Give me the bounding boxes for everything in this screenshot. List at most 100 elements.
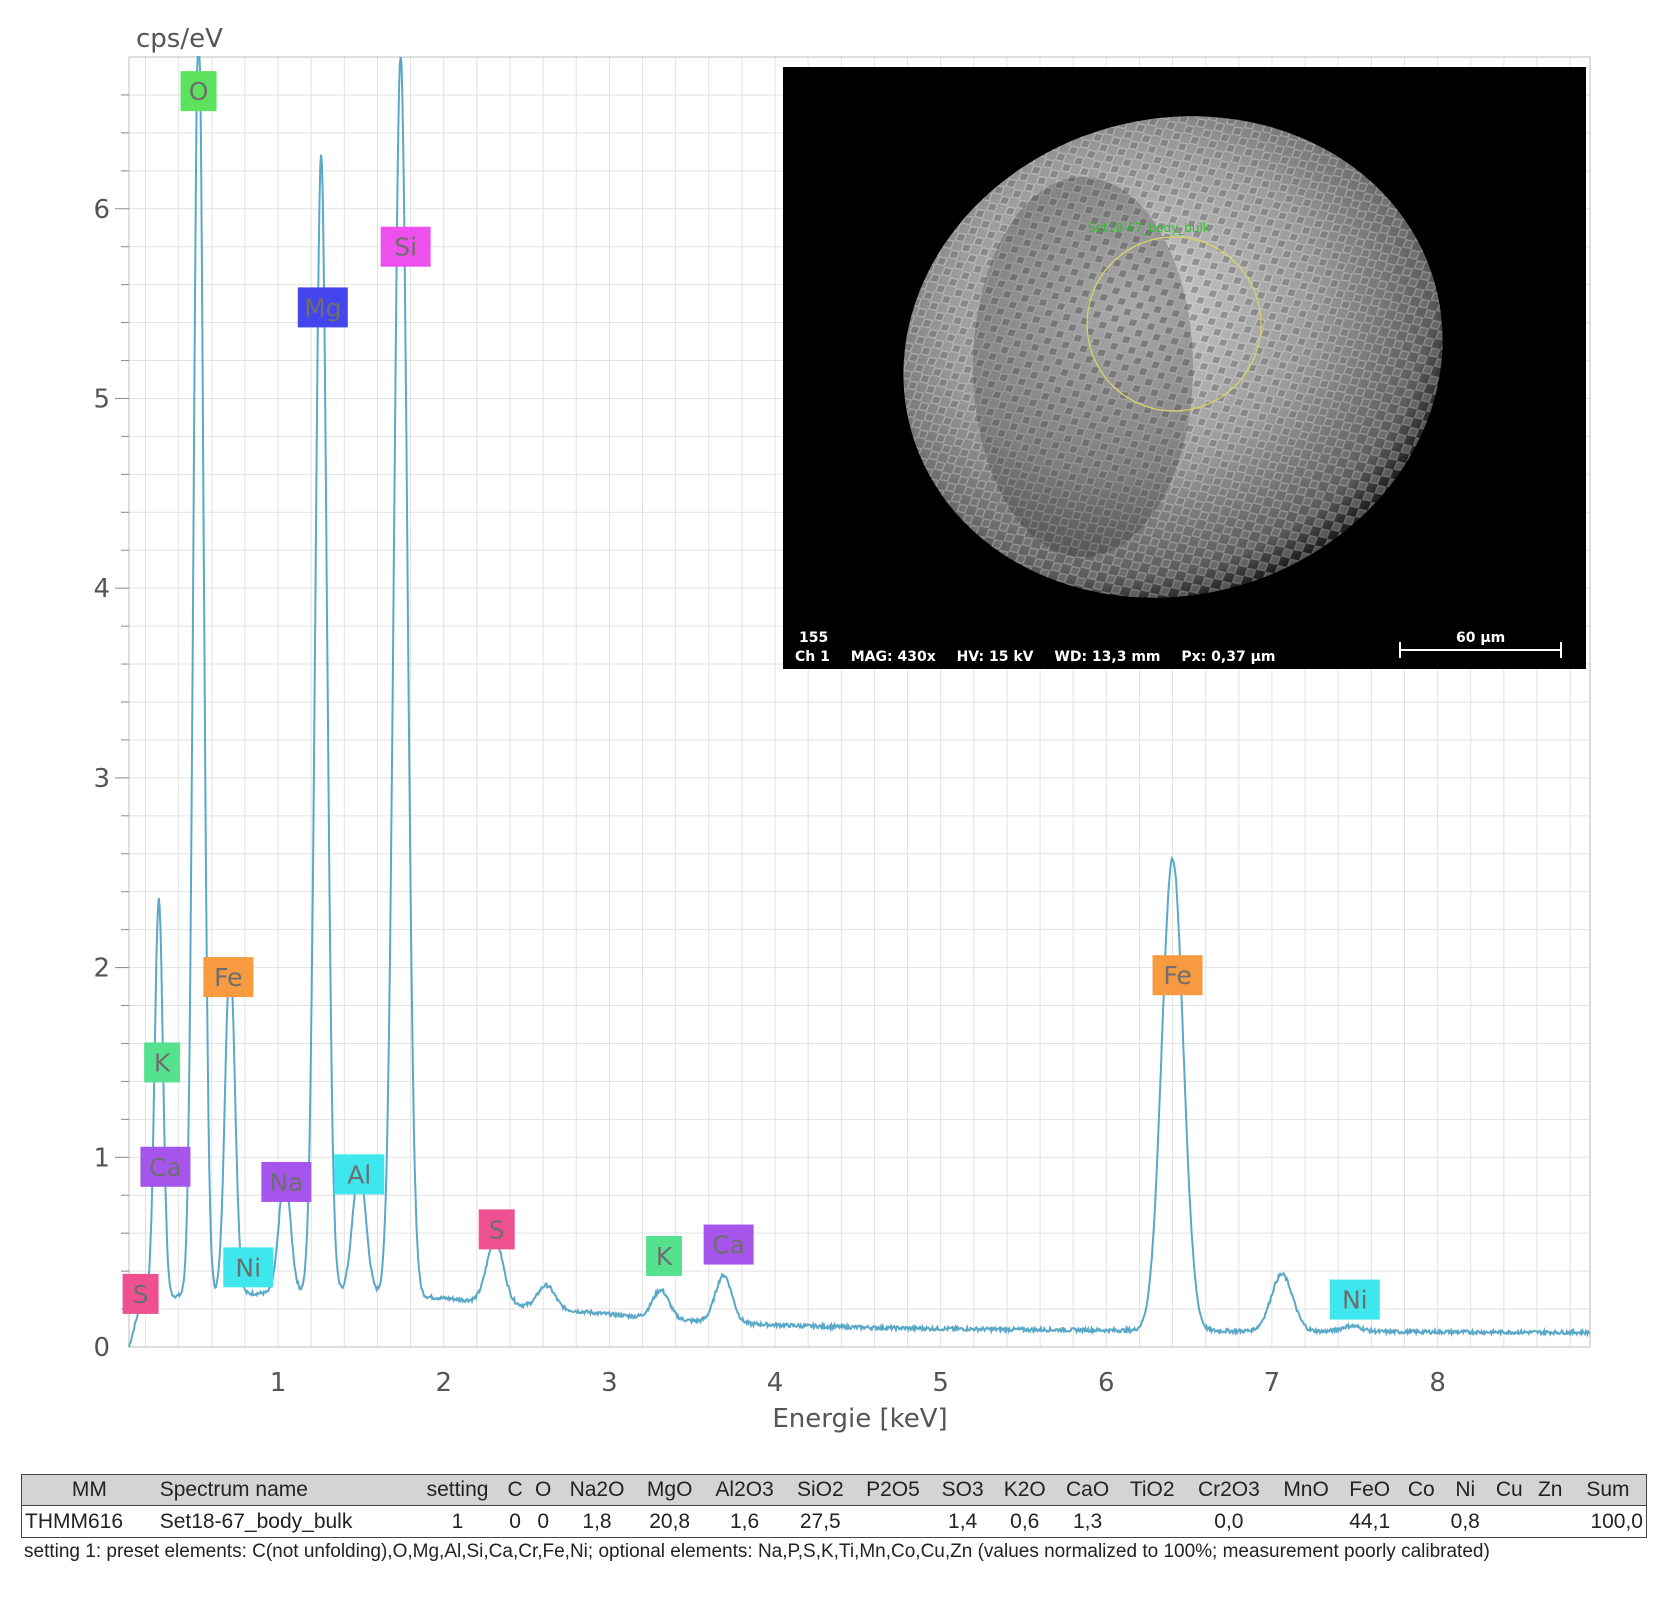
y-tick-label: 1 (93, 1143, 110, 1173)
table-header-cell: Cu (1488, 1474, 1531, 1506)
element-label-fe: Fe (1152, 955, 1203, 996)
table-cell: 1,3 (1055, 1505, 1120, 1538)
y-tick-label: 6 (93, 195, 110, 225)
table-cell: 0,6 (993, 1505, 1056, 1538)
sem-inset-image: Set18-67_body_bulk 155 Ch 1 MAG: 430x HV… (783, 67, 1586, 669)
measurement-region-circle (1086, 236, 1262, 412)
table-header-row: MM Spectrum name setting C O Na2O MgO Al2O3 SiO2… (21, 1474, 1647, 1506)
table-header-cell: P2O5 (854, 1474, 932, 1506)
element-label-box (297, 287, 348, 328)
table-cell: Set18-67_body_bulk (156, 1505, 414, 1538)
table-cell: 0,8 (1442, 1505, 1488, 1538)
element-label-text: Ni (235, 1253, 261, 1282)
element-label-box (223, 1247, 274, 1288)
element-label-si: Si (380, 226, 431, 267)
sem-mag: MAG: 430x (850, 649, 936, 665)
element-label-ni: Ni (1329, 1279, 1380, 1320)
element-label-text: S (489, 1215, 505, 1244)
element-label-text: Ca (149, 1153, 182, 1182)
element-label-box (1152, 955, 1203, 996)
table-header-cell: MgO (636, 1474, 703, 1506)
table-cell: 20,8 (636, 1505, 703, 1538)
sem-micrograph: Set18-67_body_bulk (845, 67, 1562, 661)
x-tick-label: 2 (435, 1368, 452, 1398)
table-header-cell: Ni (1442, 1474, 1488, 1506)
table-header-cell: TiO2 (1119, 1474, 1186, 1506)
x-axis-title: Energie [keV] (772, 1404, 947, 1434)
table-cell: 0 (501, 1505, 529, 1538)
element-label-box (144, 1042, 181, 1083)
table-row: THMM616 Set18-67_body_bulk 1 0 0 1,8 20,8 1,6 27… (21, 1505, 1647, 1538)
element-label-text: Fe (214, 963, 242, 992)
element-label-al: Al (334, 1154, 385, 1195)
table-cell: 44,1 (1339, 1505, 1400, 1538)
table-header-cell: CaO (1055, 1474, 1120, 1506)
element-label-text: Mg (304, 293, 341, 322)
element-label-text: Na (269, 1168, 303, 1197)
table-cell: 100,0 (1569, 1505, 1647, 1538)
table-footnote: setting 1: preset elements: C(not unfold… (24, 1541, 1490, 1562)
table-header-cell: Spectrum name (156, 1474, 414, 1506)
element-label-box (203, 957, 254, 998)
element-label-k: K (646, 1235, 683, 1276)
table-header-cell: Co (1400, 1474, 1443, 1506)
composition-table: MM Spectrum name setting C O Na2O MgO Al2O3 SiO2… (21, 1474, 1647, 1538)
element-label-box (703, 1224, 754, 1265)
table-header-cell: MM (21, 1474, 157, 1506)
table-header-cell: Zn (1530, 1474, 1570, 1506)
element-label-k: K (144, 1042, 181, 1083)
table-header-cell: Al2O3 (702, 1474, 787, 1506)
x-tick-labels: 1 2 3 4 5 6 7 8 (270, 1368, 1446, 1398)
x-tick-label: 3 (601, 1368, 618, 1398)
x-tick-label: 4 (767, 1368, 784, 1398)
table-header-cell: O (528, 1474, 558, 1506)
x-tick-label: 1 (270, 1368, 287, 1398)
y-tick-label: 5 (93, 384, 110, 414)
y-tick-label: 2 (93, 954, 110, 984)
table-header-cell: SO3 (931, 1474, 994, 1506)
measurement-region-label: Set18-67_body_bulk (1088, 221, 1210, 235)
table-header-cell: K2O (993, 1474, 1056, 1506)
element-label-mg: Mg (297, 287, 348, 328)
element-label-text: Ni (1342, 1286, 1368, 1315)
y-tick-label: 4 (93, 574, 110, 604)
sem-metadata: Ch 1 MAG: 430x HV: 15 kV WD: 13,3 mm Px:… (795, 649, 1291, 665)
table-cell (1530, 1505, 1570, 1538)
element-label-box (646, 1235, 683, 1276)
scale-bar-label: 60 µm (1456, 630, 1506, 646)
x-tick-label: 6 (1098, 1368, 1115, 1398)
element-label-text: Al (347, 1160, 371, 1189)
element-labels: O Mg Si Fe K Ca Na Al Ni S S K Ca Fe Ni (122, 71, 1380, 1320)
x-tick-label: 7 (1264, 1368, 1281, 1398)
element-label-ca: Ca (140, 1146, 191, 1187)
table-header-cell: setting (413, 1474, 502, 1506)
table-header-cell: Sum (1569, 1474, 1647, 1506)
element-label-box (140, 1146, 191, 1187)
y-axis-title: cps/eV (136, 24, 223, 54)
table-cell (1488, 1505, 1531, 1538)
element-label-text: Si (394, 233, 417, 262)
table-cell: THMM616 (21, 1505, 157, 1538)
x-tick-label: 8 (1429, 1368, 1446, 1398)
element-label-box (478, 1209, 515, 1250)
sem-channel: Ch 1 (795, 649, 830, 665)
table-header-cell: FeO (1339, 1474, 1400, 1506)
sem-wd: WD: 13,3 mm (1054, 649, 1161, 665)
table-cell (854, 1505, 932, 1538)
table-cell: 1,4 (931, 1505, 994, 1538)
element-label-s: S (478, 1209, 515, 1250)
element-label-text: K (656, 1242, 673, 1271)
table-header-cell: Cr2O3 (1185, 1474, 1273, 1506)
table-cell (1400, 1505, 1443, 1538)
sem-px: Px: 0,37 µm (1181, 649, 1276, 665)
table-header-cell: Na2O (557, 1474, 637, 1506)
element-label-box (334, 1154, 385, 1195)
table-cell (1272, 1505, 1340, 1538)
element-label-box (1329, 1279, 1380, 1320)
element-label-s: S (122, 1273, 159, 1314)
table-header-cell: C (501, 1474, 529, 1506)
element-label-text: K (154, 1048, 171, 1077)
spectrum-line (128, 56, 1591, 1348)
y-tick-labels: 0 1 2 3 4 5 6 (93, 195, 110, 1363)
element-label-box (261, 1161, 312, 1202)
